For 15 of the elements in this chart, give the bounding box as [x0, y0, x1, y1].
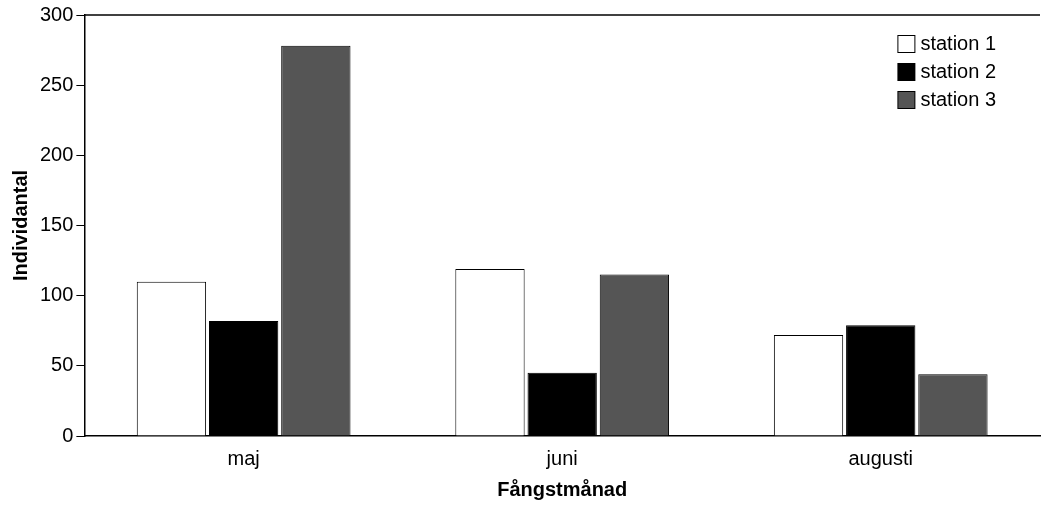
legend-label: station 1 — [920, 31, 996, 54]
legend-label: station 2 — [920, 59, 996, 82]
legend-label: station 3 — [920, 87, 996, 110]
y-tick-label: 0 — [62, 423, 74, 446]
y-tick-label: 50 — [51, 353, 74, 376]
x-tick-label: juni — [545, 446, 578, 469]
y-tick-label: 150 — [39, 213, 74, 236]
y-axis-title: Individantal — [8, 169, 31, 282]
x-axis-title: Fångstmånad — [497, 477, 628, 500]
y-tick-label: 250 — [39, 72, 74, 95]
y-tick-label: 300 — [39, 2, 74, 25]
y-tick-label: 200 — [39, 142, 74, 165]
x-tick-label: augusti — [848, 446, 913, 469]
y-tick-label: 100 — [39, 283, 74, 306]
x-tick-label: maj — [227, 446, 260, 469]
